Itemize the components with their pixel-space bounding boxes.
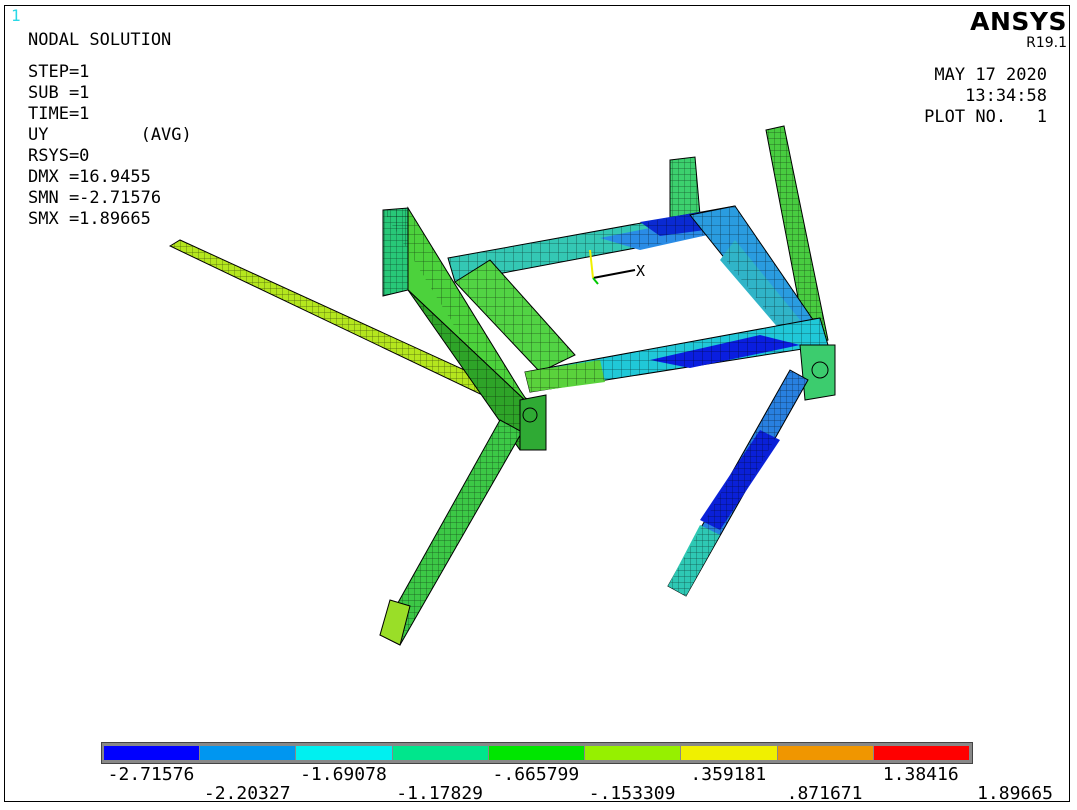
legend-color-swatch bbox=[585, 746, 681, 760]
plot-number: PLOT NO. 1 bbox=[924, 107, 1047, 127]
plot-date: MAY 17 2020 bbox=[934, 65, 1047, 85]
legend-value-label: 1.38416 bbox=[882, 764, 959, 785]
left-plate bbox=[382, 206, 547, 451]
legend-value-label: -2.20327 bbox=[203, 783, 291, 804]
legend-color-swatch bbox=[777, 746, 873, 760]
legend-color-swatch bbox=[296, 746, 392, 760]
plot-time: 13:34:58 bbox=[965, 86, 1047, 106]
info-line: TIME=1 bbox=[28, 104, 90, 124]
legend-color-swatch bbox=[873, 746, 969, 760]
frame-front-rail bbox=[524, 317, 829, 393]
info-line: RSYS=0 bbox=[28, 146, 90, 166]
rear-right-plate bbox=[669, 156, 701, 219]
legend-value-label: -1.17829 bbox=[396, 783, 484, 804]
legend-color-swatch bbox=[681, 746, 777, 760]
legend-value-label: 1.89665 bbox=[977, 783, 1053, 804]
legend-color-swatch bbox=[488, 746, 585, 760]
legend-value-label: .359181 bbox=[690, 764, 767, 785]
right-bracket bbox=[519, 344, 836, 451]
triad-x-label: X bbox=[636, 262, 645, 280]
date-block: MAY 17 2020 13:34:58 PLOT NO. 1 bbox=[924, 65, 1047, 128]
legend-value-label: -.153309 bbox=[588, 783, 676, 804]
frame-right-rail bbox=[689, 205, 821, 341]
legend-value-label: -1.69078 bbox=[300, 764, 387, 785]
solution-info: STEP=1 SUB =1 TIME=1 UY (AVG) RSYS=0 DMX… bbox=[28, 62, 192, 230]
info-line: SMX =1.89665 bbox=[28, 209, 151, 229]
info-line: SUB =1 bbox=[28, 83, 90, 103]
frame-left-rail bbox=[454, 259, 576, 373]
frame-back-rail bbox=[447, 205, 743, 283]
graphics-window[interactable] bbox=[4, 5, 1070, 802]
plot-title: NODAL SOLUTION bbox=[28, 30, 172, 50]
coordinate-triad: X bbox=[589, 249, 645, 285]
legend-value-label: .871671 bbox=[786, 783, 863, 804]
front-right-leg bbox=[667, 369, 809, 597]
info-line: SMN =-2.71576 bbox=[28, 188, 162, 208]
front-left-leg bbox=[379, 419, 523, 646]
info-line: STEP=1 bbox=[28, 62, 90, 82]
info-line: UY (AVG) bbox=[28, 125, 192, 145]
ansys-logo: ANSYS bbox=[970, 7, 1067, 36]
window-number: 1 bbox=[11, 6, 21, 25]
legend-color-swatch bbox=[392, 746, 488, 760]
release-label: R19.1 bbox=[1026, 35, 1067, 51]
legend-color-swatch bbox=[200, 746, 296, 760]
rear-right-post bbox=[765, 125, 829, 351]
contour-legend-bar bbox=[101, 742, 973, 764]
info-line: DMX =16.9455 bbox=[28, 167, 151, 187]
legend-color-swatch bbox=[104, 746, 200, 760]
legend-value-label: -2.71576 bbox=[107, 764, 195, 785]
legend-value-label: -.665799 bbox=[492, 764, 580, 785]
